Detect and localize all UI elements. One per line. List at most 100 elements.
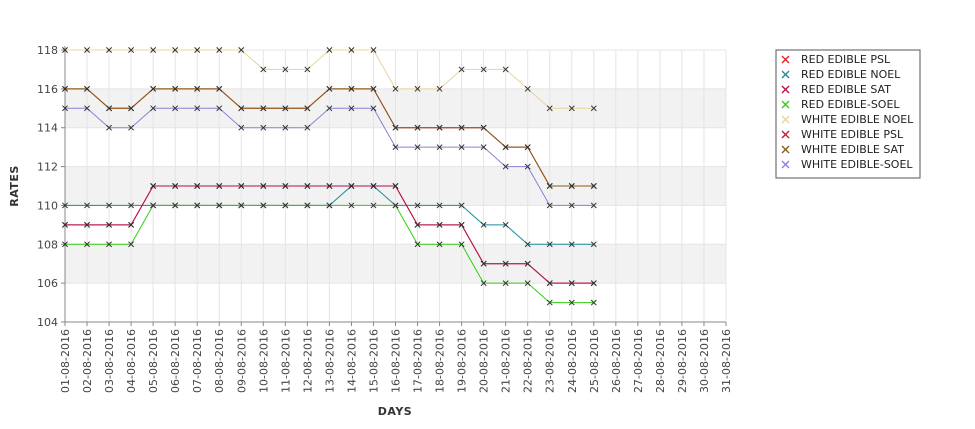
data-point xyxy=(502,221,509,228)
x-tick-label: 03-08-2016 xyxy=(103,329,116,393)
data-point xyxy=(480,221,487,228)
data-point xyxy=(370,85,377,92)
data-point xyxy=(480,280,487,287)
data-point xyxy=(326,202,333,209)
data-point xyxy=(502,163,509,170)
data-point xyxy=(502,260,509,267)
data-point xyxy=(458,202,465,209)
data-point xyxy=(282,66,289,73)
data-point xyxy=(62,85,68,92)
data-point xyxy=(414,124,421,131)
data-point xyxy=(480,66,487,73)
data-point xyxy=(480,124,487,131)
data-point xyxy=(458,144,465,151)
data-point xyxy=(150,183,157,189)
data-point xyxy=(84,202,90,209)
data-point xyxy=(590,202,597,209)
data-point xyxy=(480,144,487,151)
data-point xyxy=(524,144,531,151)
data-point xyxy=(436,221,443,228)
data-point xyxy=(150,202,157,209)
data-point xyxy=(436,241,443,248)
data-point xyxy=(150,47,157,53)
data-point xyxy=(128,221,135,228)
x-tick-label: 15-08-2016 xyxy=(367,329,380,393)
data-point xyxy=(238,105,245,112)
legend-label: WHITE EDIBLE-SOEL xyxy=(801,158,913,171)
data-point xyxy=(458,124,465,131)
data-point xyxy=(304,183,311,189)
data-point xyxy=(172,85,179,92)
legend-label: RED EDIBLE-SOEL xyxy=(801,98,900,111)
data-point xyxy=(524,260,531,267)
data-point xyxy=(150,85,157,92)
legend-item: WHITE EDIBLE-SOEL xyxy=(781,158,913,171)
data-point xyxy=(282,202,289,209)
data-point xyxy=(348,105,355,112)
data-point xyxy=(238,202,245,209)
data-point xyxy=(524,85,531,92)
legend-item: RED EDIBLE NOEL xyxy=(781,68,901,81)
data-point xyxy=(392,85,399,92)
x-tick-label: 26-08-2016 xyxy=(610,329,623,393)
data-point xyxy=(568,299,575,306)
data-point xyxy=(458,241,465,248)
data-point xyxy=(238,183,245,189)
y-tick-label: 112 xyxy=(37,161,58,174)
data-point xyxy=(392,202,399,209)
data-point xyxy=(568,280,575,287)
data-point xyxy=(238,47,245,53)
y-tick-label: 118 xyxy=(37,44,58,57)
data-point xyxy=(128,47,135,53)
data-point xyxy=(568,183,575,189)
x-tick-label: 07-08-2016 xyxy=(191,329,204,393)
data-point xyxy=(150,105,157,112)
legend-item: RED EDIBLE SAT xyxy=(781,83,891,96)
data-point xyxy=(414,144,421,151)
data-point xyxy=(84,85,90,92)
data-point xyxy=(546,299,553,306)
data-point xyxy=(436,124,443,131)
data-point xyxy=(260,202,267,209)
data-point xyxy=(84,47,90,53)
data-point xyxy=(370,47,377,53)
data-point xyxy=(326,105,333,112)
x-tick-label: 30-08-2016 xyxy=(698,329,711,393)
data-point xyxy=(172,47,179,53)
data-point xyxy=(370,105,377,112)
data-point xyxy=(414,202,421,209)
data-point xyxy=(502,144,509,151)
legend-label: RED EDIBLE SAT xyxy=(801,83,891,96)
data-point xyxy=(458,66,465,73)
legend-label: WHITE EDIBLE PSL xyxy=(801,128,904,141)
data-point xyxy=(62,241,68,248)
data-point xyxy=(524,280,531,287)
data-point xyxy=(524,241,531,248)
y-tick-label: 108 xyxy=(37,238,58,251)
data-point xyxy=(194,202,201,209)
series-markers xyxy=(62,47,597,306)
data-point xyxy=(590,241,597,248)
x-tick-label: 27-08-2016 xyxy=(632,329,645,393)
x-tick-label: 09-08-2016 xyxy=(235,329,248,393)
data-point xyxy=(436,202,443,209)
data-point xyxy=(216,85,223,92)
x-tick-label: 31-08-2016 xyxy=(720,329,733,393)
data-point xyxy=(106,202,113,209)
legend-label: WHITE EDIBLE SAT xyxy=(801,143,904,156)
data-point xyxy=(172,105,179,112)
data-point xyxy=(546,280,553,287)
y-tick-label: 116 xyxy=(37,83,58,96)
data-point xyxy=(260,124,267,131)
legend-item: WHITE EDIBLE SAT xyxy=(781,143,904,156)
data-point xyxy=(436,85,443,92)
data-point xyxy=(348,47,355,53)
x-tick-label: 16-08-2016 xyxy=(390,329,403,393)
y-axis-title: RATES xyxy=(8,165,21,207)
data-point xyxy=(128,202,135,209)
data-point xyxy=(414,241,421,248)
y-tick-label: 114 xyxy=(37,122,58,135)
data-point xyxy=(194,105,201,112)
data-point xyxy=(172,202,179,209)
x-tick-label: 28-08-2016 xyxy=(654,329,667,393)
